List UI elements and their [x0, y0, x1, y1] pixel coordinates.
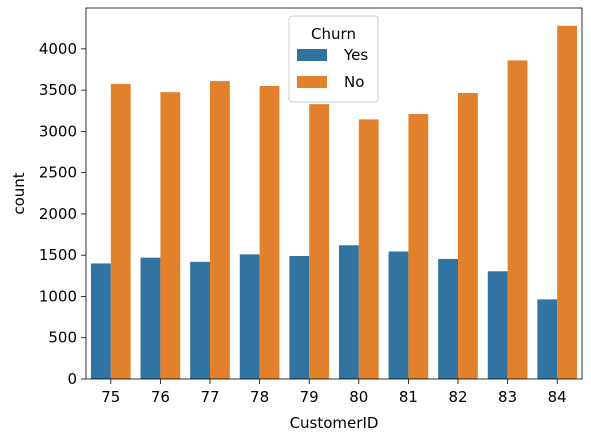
bar-yes-84: [537, 299, 558, 379]
x-tick-label: 75: [101, 388, 120, 406]
x-tick-label: 82: [448, 388, 467, 406]
x-axis-label: CustomerID: [290, 414, 379, 432]
y-axis-label: count: [10, 172, 28, 214]
bar-yes-77: [190, 261, 210, 379]
legend-swatch-no: [297, 76, 327, 88]
x-tick-label: 84: [548, 388, 567, 406]
x-axis-ticks: 75 76 77 78 79 80 81 82 83 84: [101, 379, 567, 406]
y-tick-label: 1500: [39, 246, 77, 264]
bar-yes-80: [338, 245, 359, 379]
bar-no-75: [110, 83, 131, 380]
bar-no-81: [408, 114, 429, 379]
bar-no-83: [507, 60, 528, 379]
bar-yes-81: [388, 251, 409, 379]
bar-yes-78: [239, 254, 260, 379]
bar-yes-82: [438, 258, 458, 379]
y-tick-label: 1000: [39, 287, 77, 305]
y-tick-label: 2000: [39, 205, 77, 223]
y-tick-label: 2500: [39, 164, 77, 182]
bar-no-76: [160, 92, 181, 379]
legend-label-no: No: [344, 73, 364, 91]
x-tick-label: 78: [250, 388, 269, 406]
bar-no-79: [309, 104, 330, 380]
bar-yes-76: [140, 257, 161, 379]
legend-swatch-yes: [297, 49, 327, 61]
x-tick-label: 77: [200, 388, 219, 406]
legend-label-yes: Yes: [343, 46, 368, 64]
y-tick-label: 4000: [39, 40, 77, 58]
y-tick-label: 0: [67, 370, 77, 388]
y-axis-ticks: 0 500 1000 1500 2000 2500 3000 3500 4000: [39, 40, 86, 388]
y-tick-label: 3000: [39, 122, 77, 140]
bar-no-84: [557, 25, 578, 379]
x-tick-label: 81: [399, 388, 418, 406]
x-tick-label: 79: [300, 388, 319, 406]
x-tick-label: 80: [349, 388, 368, 406]
bar-yes-83: [487, 271, 508, 379]
plot-frame: [85, 7, 583, 380]
y-tick-label: 500: [48, 329, 77, 347]
x-tick-label: 83: [498, 388, 517, 406]
y-tick-label: 3500: [39, 81, 77, 99]
legend-title: Churn: [311, 25, 356, 43]
x-tick-label: 76: [151, 388, 170, 406]
bar-yes-79: [289, 256, 310, 379]
bars-group: [90, 25, 578, 380]
bar-no-82: [458, 93, 478, 379]
bar-no-78: [259, 86, 280, 379]
bar-yes-75: [90, 263, 111, 379]
legend: Churn Yes No: [288, 15, 379, 103]
bar-no-77: [210, 81, 230, 379]
bar-no-80: [358, 119, 379, 380]
